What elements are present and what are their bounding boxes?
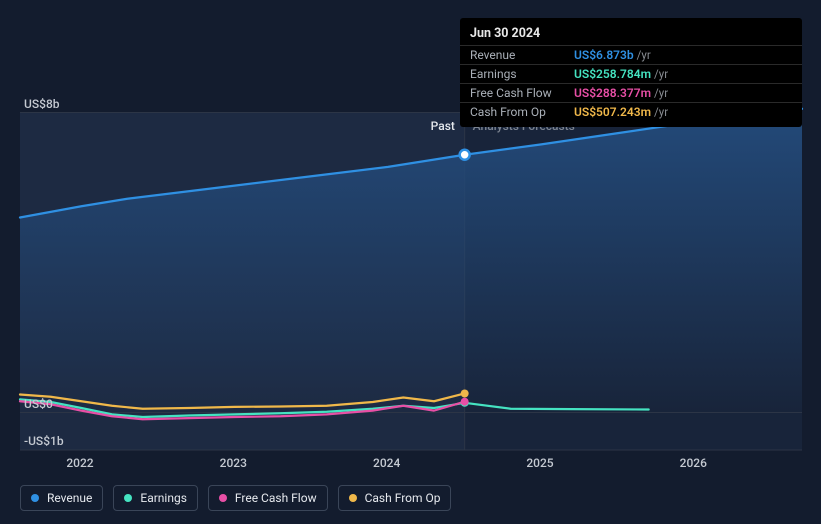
legend-label: Cash From Op	[365, 491, 441, 505]
x-tick-label: 2024	[373, 456, 400, 470]
x-tick-label: 2025	[526, 456, 553, 470]
tooltip-row: Free Cash Flow US$288.377m/yr	[460, 83, 802, 102]
marker-cfo	[461, 389, 469, 397]
legend-dot-icon	[31, 494, 39, 502]
tooltip-metric-label: Earnings	[470, 67, 560, 81]
tooltip-metric-label: Free Cash Flow	[470, 86, 560, 100]
legend-item-cash-from-op[interactable]: Cash From Op	[338, 485, 452, 511]
y-tick-label: US$8b	[24, 97, 60, 111]
tooltip-metric-unit: /yr	[654, 105, 668, 119]
legend-dot-icon	[349, 494, 357, 502]
tooltip-metric-value: US$507.243m	[574, 105, 651, 119]
tooltip-metric-unit: /yr	[654, 86, 668, 100]
tooltip-metric-label: Revenue	[470, 48, 560, 62]
x-tick-label: 2022	[66, 456, 93, 470]
tooltip-row: Cash From Op US$507.243m/yr	[460, 102, 802, 121]
tooltip-metric-unit: /yr	[654, 67, 668, 81]
tooltip-metric-label: Cash From Op	[470, 105, 560, 119]
tooltip-row: Revenue US$6.873b/yr	[460, 45, 802, 64]
chart-tooltip: Jun 30 2024 Revenue US$6.873b/yr Earnings U…	[460, 18, 802, 127]
label-past: Past	[431, 119, 455, 133]
tooltip-metric-unit: /yr	[637, 48, 651, 62]
legend-dot-icon	[124, 494, 132, 502]
legend-label: Earnings	[140, 491, 187, 505]
financials-chart: US$8b US$0 -US$1b 2022 2023 2024 2025 2026 Pas…	[0, 0, 821, 524]
legend-item-free-cash-flow[interactable]: Free Cash Flow	[208, 485, 328, 511]
legend-item-earnings[interactable]: Earnings	[113, 485, 198, 511]
tooltip-metric-value: US$6.873b	[574, 48, 634, 62]
tooltip-date: Jun 30 2024	[460, 24, 802, 45]
legend-dot-icon	[219, 494, 227, 502]
marker-fcf	[461, 398, 469, 406]
legend-item-revenue[interactable]: Revenue	[20, 485, 103, 511]
x-tick-label: 2026	[680, 456, 707, 470]
legend-label: Revenue	[47, 491, 92, 505]
chart-legend: Revenue Earnings Free Cash Flow Cash From O…	[20, 485, 451, 511]
x-tick-label: 2023	[220, 456, 247, 470]
y-tick-label: -US$1b	[24, 434, 64, 448]
tooltip-metric-value: US$258.784m	[574, 67, 651, 81]
tooltip-metric-value: US$288.377m	[574, 86, 651, 100]
legend-label: Free Cash Flow	[235, 491, 317, 505]
marker-revenue	[460, 150, 470, 160]
tooltip-row: Earnings US$258.784m/yr	[460, 64, 802, 83]
y-tick-label: US$0	[24, 397, 53, 411]
